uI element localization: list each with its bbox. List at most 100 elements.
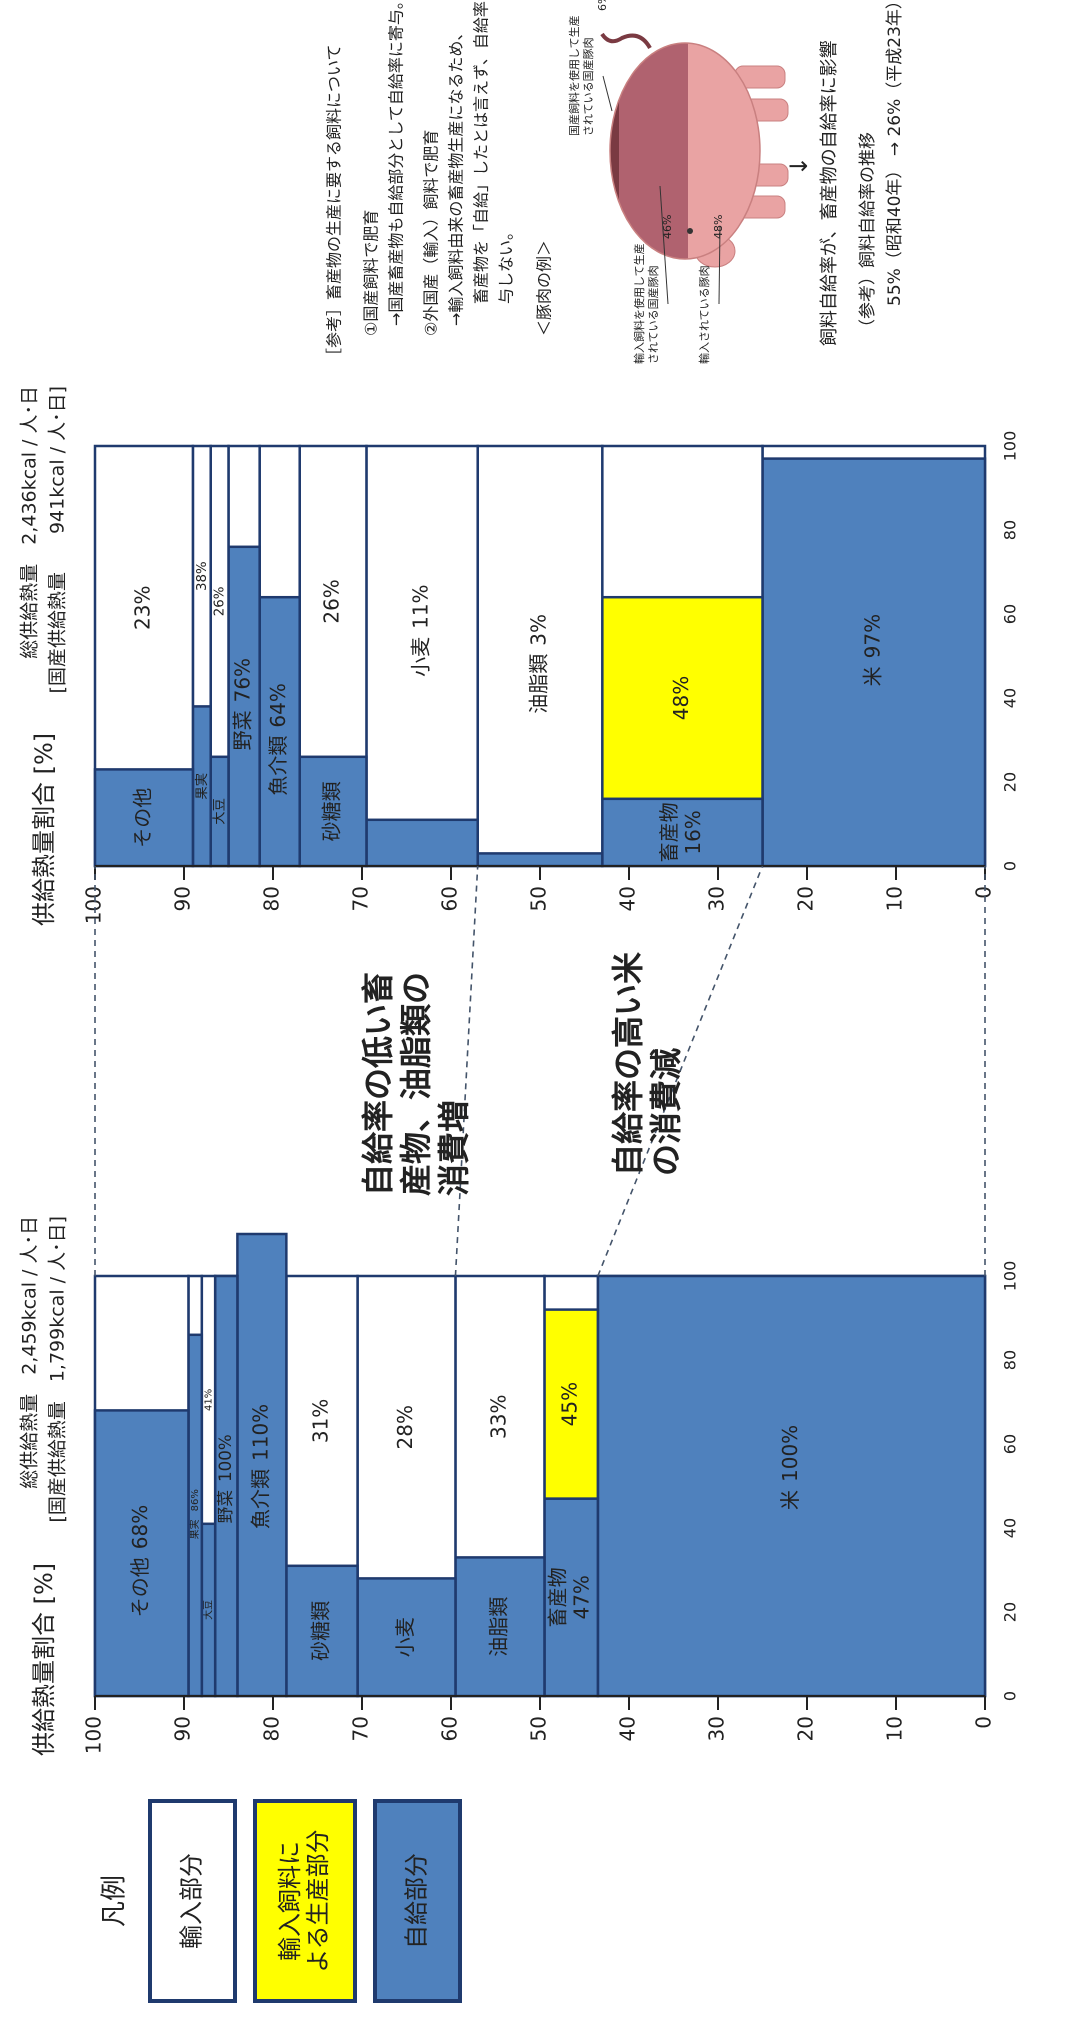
y-tick-label: 100 — [82, 1716, 106, 1754]
category-label: 畜産物 — [546, 1567, 570, 1627]
value-label: 26% — [320, 579, 344, 623]
y-tick-label: 40 — [616, 1716, 640, 1741]
value-label: 68% — [128, 1505, 152, 1549]
feed-value-label: 48% — [669, 676, 693, 720]
chart-header: 総供給熱量 2,436kcal / 人･日 — [19, 386, 41, 659]
annotation: 自給率の高い米 — [609, 952, 647, 1176]
value-label: 100% — [216, 1434, 235, 1482]
y-tick-label: 90 — [171, 1716, 195, 1741]
legend-swatch — [253, 1799, 357, 2003]
value-label: 26% — [213, 587, 228, 617]
annotation: 産物、油脂類の — [397, 972, 435, 1196]
x-tick-label: 40 — [1001, 688, 1020, 708]
category-label: 畜産物 — [657, 802, 681, 862]
legend-label: 輸入部分 — [178, 1853, 206, 1949]
y-tick-label: 10 — [883, 886, 907, 911]
self-sufficient-bar — [213, 1274, 239, 1698]
value-label: 86% — [190, 1489, 201, 1511]
connector — [597, 865, 764, 1277]
value-label: 41% — [203, 1389, 214, 1411]
note-line: →国産畜産物も自給部分として自給率に寄与。 — [387, 0, 406, 326]
pig-label: 国産飼料を使用して生産 — [567, 15, 581, 136]
note-line: ［参考］畜産物の生産に要する飼料について — [325, 44, 344, 364]
category-label: 野菜 — [216, 1490, 235, 1524]
y-tick-label: 70 — [349, 886, 373, 911]
pig-slice — [688, 43, 760, 259]
y-tick-label: 50 — [527, 1716, 551, 1741]
y-tick-label: 100 — [82, 886, 106, 924]
category-label: その他 — [128, 1557, 152, 1617]
chart-title: 供給熱量割合 [%] — [30, 733, 58, 926]
value-label: 23% — [130, 585, 154, 629]
note-line: ②外国産（輸入）飼料で肥育 — [422, 130, 441, 336]
leader-line — [602, 75, 613, 112]
y-tick-label: 70 — [349, 1716, 373, 1741]
category-label: 果実 — [194, 773, 210, 800]
x-tick-label: 20 — [1001, 1602, 1020, 1622]
chart-title: 供給熱量割合 [%] — [30, 1563, 58, 1756]
category-label: 魚介類 — [266, 736, 290, 796]
value-label: 11% — [409, 584, 433, 628]
pig-slice — [619, 43, 688, 259]
legend-title: 凡例 — [100, 1875, 130, 1927]
category-label: 小麦 — [393, 1617, 417, 1657]
leader-line — [718, 225, 721, 305]
pig-value-label: 46% — [661, 215, 674, 239]
value-label: 47% — [570, 1575, 594, 1619]
self-sufficient-bar — [596, 1274, 987, 1698]
x-tick-label: 100 — [1001, 431, 1020, 462]
y-tick-label: 80 — [260, 1716, 284, 1741]
x-tick-label: 60 — [1001, 1434, 1020, 1454]
annotation: 消費増 — [435, 1100, 473, 1196]
self-sufficient-bar — [227, 545, 261, 868]
chart-header: 総供給熱量 2,459kcal / 人･日 — [19, 1216, 41, 1489]
value-label: 110% — [248, 1404, 272, 1461]
value-label: 100% — [778, 1425, 802, 1482]
note-line: →輸入飼料由来の畜産物生産になるため、 — [447, 25, 466, 326]
category-label: 油脂類 — [527, 654, 551, 714]
rotated-content: 凡例 輸入部分 輸入飼料に よる生産部分 自給部分 供給熱量割合 [%] 総供給熱量 2,4… — [19, 0, 1020, 2003]
legend-swatch — [148, 1799, 237, 2003]
pig-label: 輸入飼料を使用して生産 — [632, 243, 646, 364]
y-tick-label: 0 — [972, 886, 996, 899]
category-label: その他 — [130, 788, 154, 848]
category-label: 果実 — [188, 1519, 201, 1539]
value-label: 3% — [527, 614, 551, 646]
y-tick-label: 90 — [171, 886, 195, 911]
category-label: 魚介類 — [248, 1469, 272, 1529]
chart-header: [国産供給熱量 941kcal / 人･日] — [47, 386, 69, 693]
y-tick-label: 30 — [705, 886, 729, 911]
note-line: ①国産飼料で肥育 — [362, 210, 381, 336]
y-tick-label: 60 — [438, 886, 462, 911]
value-label: 28% — [393, 1405, 417, 1449]
legend-label: 輸入飼料に — [276, 1841, 304, 1961]
pig-label: されている国産豚肉 — [582, 37, 595, 136]
y-tick-label: 0 — [972, 1716, 996, 1729]
y-tick-label: 20 — [794, 1716, 818, 1741]
self-sufficient-bar — [476, 852, 604, 868]
pig-outline — [609, 42, 761, 260]
category-label: 米 — [778, 1490, 802, 1510]
value-label: 31% — [308, 1399, 332, 1443]
conclusion-line: 55%（昭和40年） → 26%（平成23年） — [885, 0, 905, 306]
x-tick-label: 40 — [1001, 1518, 1020, 1538]
note-line: 与しない。 — [497, 224, 516, 304]
y-tick-label: 80 — [260, 886, 284, 911]
category-label: 米 — [860, 666, 884, 686]
leader-line — [659, 185, 669, 305]
y-tick-label: 20 — [794, 886, 818, 911]
pig-value-label: 48% — [712, 215, 725, 239]
self-sufficient-bar — [93, 1409, 190, 1698]
conclusion-line: （参考）飼料自給率の推移 — [858, 132, 878, 336]
value-label: 97% — [860, 614, 884, 658]
self-sufficient-bar — [365, 818, 479, 868]
pig-value-label: 6% — [596, 0, 609, 11]
self-sufficient-bar — [187, 1333, 204, 1698]
value-label: 76% — [231, 658, 255, 702]
x-tick-label: 0 — [1001, 1691, 1020, 1701]
legend-label: 自給部分 — [403, 1853, 431, 1949]
x-tick-label: 100 — [1001, 1261, 1020, 1292]
self-sufficient-bar — [236, 1232, 288, 1698]
note-line: 畜産物を「自給」したとは言えず、自給率に寄 — [472, 0, 491, 304]
